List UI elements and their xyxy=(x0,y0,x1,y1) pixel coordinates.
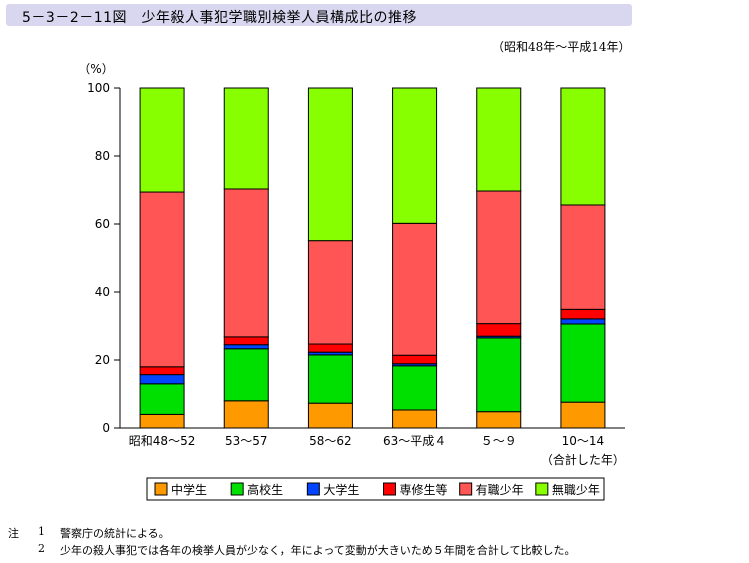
x-tick-label: 10～14 xyxy=(562,434,605,448)
bar-segment xyxy=(560,204,606,310)
legend-label: 有職少年 xyxy=(476,483,524,497)
y-tick-label: 80 xyxy=(95,149,110,163)
bar-segment xyxy=(223,348,269,402)
legend-swatch xyxy=(154,482,168,496)
y-tick-label: 40 xyxy=(95,285,110,299)
bar-segment xyxy=(476,190,522,325)
bar-segment xyxy=(560,323,606,403)
y-tick-label: 0 xyxy=(102,421,110,435)
x-tick-label: 昭和48～52 xyxy=(129,434,196,448)
bar-segment xyxy=(392,365,438,411)
bar-segment xyxy=(223,400,269,429)
legend-label: 無職少年 xyxy=(552,482,600,497)
x-tick-label: 63～平成４ xyxy=(383,434,446,448)
y-tick-label: 60 xyxy=(95,217,110,231)
bar-segment xyxy=(392,87,438,224)
bar-segment xyxy=(560,401,606,429)
bar-segment xyxy=(392,222,438,356)
legend-swatch xyxy=(230,482,244,496)
legend-swatch xyxy=(535,482,549,496)
bar-segment xyxy=(307,240,353,345)
legend-label: 専修生等 xyxy=(400,482,448,497)
legend-label: 中学生 xyxy=(171,482,207,497)
note-number: 1 xyxy=(38,525,45,538)
note-text: 警察庁の統計による。 xyxy=(60,527,170,540)
x-tick-label: 53～57 xyxy=(225,434,268,448)
bar-segment xyxy=(139,383,185,415)
bar-segment xyxy=(139,191,185,368)
bar-segment xyxy=(392,409,438,429)
note-number: 2 xyxy=(38,542,45,555)
x-tick-label: ５～９ xyxy=(481,434,517,448)
chart-subtitle: （昭和48年～平成14年） xyxy=(492,40,631,54)
legend-swatch xyxy=(306,482,320,496)
bar-segment xyxy=(560,308,606,320)
bar-segment xyxy=(139,87,185,193)
bar-segment xyxy=(223,336,269,346)
bar-segment xyxy=(223,87,269,190)
bar-segment xyxy=(223,188,269,338)
bar-segment xyxy=(476,323,522,337)
bar-segment xyxy=(476,87,522,192)
legend-label: 高校生 xyxy=(247,482,283,497)
y-tick-label: 20 xyxy=(95,353,110,367)
x-tick-sublabel: （合計した年） xyxy=(541,452,625,467)
stacked-bar-chart: （%） 昭和48～52 53～57 58～62 63～平成４ ５～９ 10～14 （合計した年… xyxy=(78,62,625,501)
note-prefix: 注 xyxy=(8,527,19,540)
legend-swatch xyxy=(459,482,473,496)
title-bar: 5－3－2－11図 少年殺人事犯学職別検挙人員構成比の推移 xyxy=(6,4,632,26)
bar-segment xyxy=(139,374,185,385)
bar-segment xyxy=(307,87,353,242)
note-row-1: 注 1 警察庁の統計による。 xyxy=(8,525,748,540)
chart-title: 5－3－2－11図 少年殺人事犯学職別検挙人員構成比の推移 xyxy=(22,10,418,26)
x-tick-label: 58～62 xyxy=(309,434,352,448)
bar-segment xyxy=(476,337,522,413)
bar-segment xyxy=(560,318,606,325)
bar-segment xyxy=(139,366,185,376)
bar-segment xyxy=(476,411,522,429)
bar-segment xyxy=(223,344,269,350)
note-text: 少年の殺人事犯では各年の検挙人員が少なく，年によって変動が大きいため５年間を合計… xyxy=(60,544,576,557)
bar-segment xyxy=(139,413,185,429)
bar-segment xyxy=(307,354,353,404)
bar-segment xyxy=(307,402,353,429)
y-axis-label: （%） xyxy=(78,62,113,76)
legend-swatch xyxy=(383,482,396,496)
bar-segment xyxy=(307,343,353,353)
legend-label: 大学生 xyxy=(323,482,359,497)
bar-segment xyxy=(392,354,438,365)
legend-box xyxy=(146,477,605,501)
bar-segment xyxy=(560,87,606,206)
y-tick-label: 100 xyxy=(87,81,110,95)
note-row-2: 2 少年の殺人事犯では各年の検挙人員が少なく，年によって変動が大きいため５年間を… xyxy=(8,542,748,557)
